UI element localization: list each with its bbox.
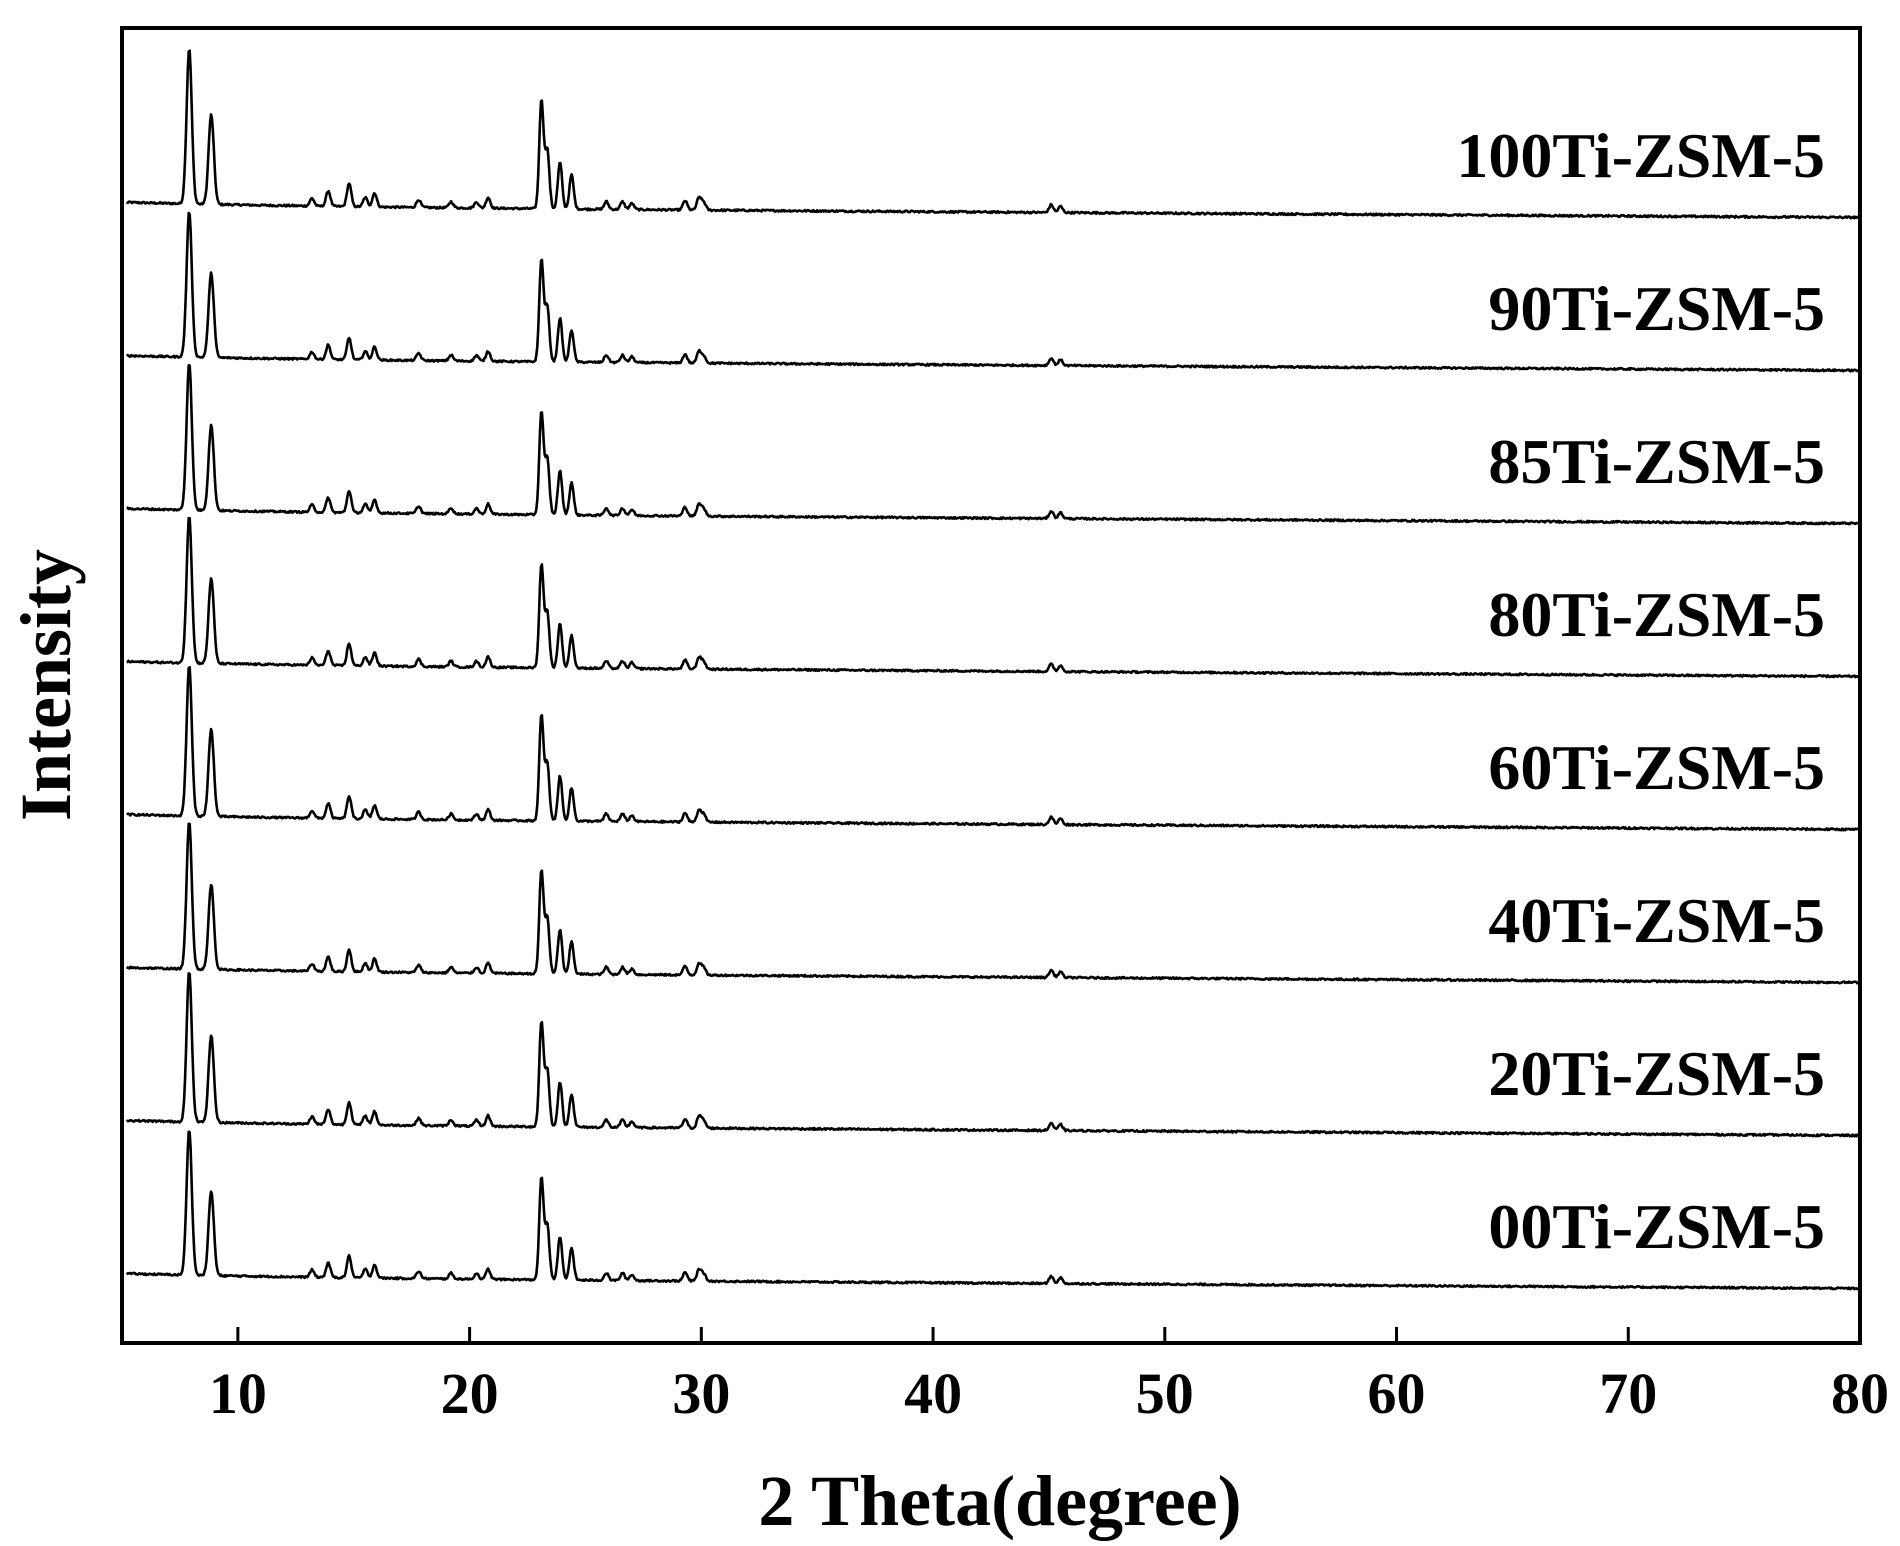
x-axis-ticks: 10 20 30 40 50 60 70 80 — [209, 1327, 1889, 1426]
plot-frame — [120, 26, 1862, 1345]
xrd-trace-40ti-zsm-5 — [126, 822, 1861, 985]
x-tick-label: 60 — [1368, 1361, 1426, 1426]
series-label: 80Ti-ZSM-5 — [1488, 579, 1825, 650]
series-label: 100Ti-ZSM-5 — [1456, 120, 1825, 191]
series-label: 00Ti-ZSM-5 — [1488, 1191, 1825, 1262]
xrd-trace-80ti-zsm-5 — [126, 516, 1860, 679]
xrd-trace-90ti-zsm-5 — [126, 211, 1860, 373]
series-traces — [125, 49, 1861, 1291]
xrd-trace-85ti-zsm-5 — [126, 364, 1861, 526]
x-tick-label: 70 — [1599, 1361, 1657, 1426]
x-axis-title: 2 Theta(degree) — [758, 1461, 1241, 1541]
x-tick-label: 40 — [904, 1361, 962, 1426]
xrd-trace-60ti-zsm-5 — [126, 666, 1860, 832]
x-tick-label: 10 — [209, 1361, 267, 1426]
x-tick-label: 20 — [441, 1361, 499, 1426]
xrd-trace-100ti-zsm-5 — [125, 49, 1860, 220]
x-tick-label: 30 — [672, 1361, 730, 1426]
series-label: 40Ti-ZSM-5 — [1488, 885, 1825, 956]
x-tick-label: 80 — [1831, 1361, 1889, 1426]
xrd-trace-20ti-zsm-5 — [126, 972, 1860, 1138]
series-labels: 100Ti-ZSM-5 90Ti-ZSM-5 85Ti-ZSM-5 80Ti-ZSM-… — [1456, 120, 1825, 1262]
series-label: 90Ti-ZSM-5 — [1488, 273, 1825, 344]
series-label: 20Ti-ZSM-5 — [1488, 1038, 1825, 1109]
x-tick-label: 50 — [1136, 1361, 1194, 1426]
series-label: 85Ti-ZSM-5 — [1488, 426, 1825, 497]
xrd-trace-00ti-zsm-5 — [125, 1130, 1860, 1291]
series-label: 60Ti-ZSM-5 — [1488, 732, 1825, 803]
y-axis-title: Intensity — [6, 549, 86, 821]
